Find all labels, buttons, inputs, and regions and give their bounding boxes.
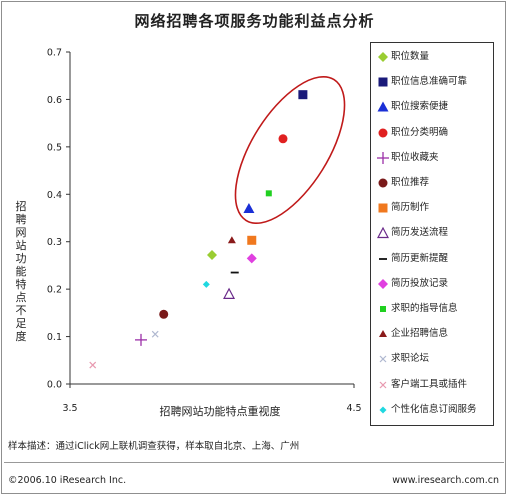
y-tick-label: 0.2 xyxy=(47,285,62,296)
legend-marker-icon xyxy=(379,257,387,260)
legend-marker-shape xyxy=(378,178,388,188)
legend-item: 个性化信息订阅服务 xyxy=(371,400,495,422)
legend-label: 个性化信息订阅服务 xyxy=(391,403,477,415)
legend-marker-icon xyxy=(379,330,387,338)
legend-marker-shape xyxy=(377,151,389,164)
footer-divider xyxy=(4,462,504,463)
legend-marker-icon xyxy=(378,278,388,289)
legend-label: 简历制作 xyxy=(391,202,430,214)
tick-labels: 0.0 0.1 0.2 0.3 0.4 0.5 0.6 0.7 3.5 4.5 xyxy=(47,48,362,415)
legend-item: 简历发送流程 xyxy=(371,223,495,245)
legend-marker-icon xyxy=(378,128,388,138)
legend-marker-icon xyxy=(378,77,388,87)
legend-marker-icon xyxy=(378,52,388,62)
legend-label: 客户端工具或插件 xyxy=(391,378,468,390)
legend-item: 简历更新提醒 xyxy=(371,249,495,271)
legend-item: 职位分类明确 xyxy=(371,123,495,145)
legend-item: 职位信息准确可靠 xyxy=(371,72,495,94)
data-point-5 xyxy=(135,333,147,346)
legend-item: 求职的指导信息 xyxy=(371,299,495,321)
legend-marker-icon xyxy=(378,178,388,188)
legend-label: 简历更新提醒 xyxy=(391,252,449,264)
chart-title: 网络招聘各项服务功能利益点分析 xyxy=(134,12,375,30)
x-tick-label: 3.5 xyxy=(62,403,77,414)
y-tick-label: 0.0 xyxy=(47,380,62,391)
legend-label: 简历发送流程 xyxy=(391,227,449,239)
legend-label: 职位收藏夹 xyxy=(391,151,439,163)
legend-marker-shape xyxy=(378,52,388,62)
data-point-7 xyxy=(247,235,257,245)
sample-note: 样本描述：通过iClick网上联机调查获得，样本取自北京、上海、广州 xyxy=(8,441,300,452)
legend-marker-icon xyxy=(378,203,388,213)
legend-item: 职位数量 xyxy=(371,47,495,69)
legend-marker-shape xyxy=(378,203,388,213)
y-tick-label: 0.7 xyxy=(47,48,62,59)
legend-marker-shape xyxy=(379,406,387,414)
legend-label: 求职的指导信息 xyxy=(391,303,458,314)
legend-label: 简历投放记录 xyxy=(391,277,449,289)
y-axis-label: 招聘网站功能特点不足度 xyxy=(15,200,27,343)
y-tick-label: 0.1 xyxy=(47,332,62,343)
data-point-2 xyxy=(298,90,308,100)
x-tick-label: 4.5 xyxy=(346,403,361,414)
legend-item: 简历制作 xyxy=(371,198,495,220)
legend-marker-shape xyxy=(379,381,387,389)
legend-marker-icon xyxy=(377,101,389,112)
legend-marker-icon xyxy=(379,406,387,414)
legend-marker-shape xyxy=(379,355,387,363)
legend-item: 职位搜索便捷 xyxy=(371,97,495,119)
legend-marker-shape xyxy=(378,77,388,87)
legend-marker-shape xyxy=(377,227,389,239)
legend-label: 求职论坛 xyxy=(391,353,430,365)
data-point-12 xyxy=(227,236,236,244)
legend-label: 职位分类明确 xyxy=(391,126,449,138)
legend-item: 企业招聘信息 xyxy=(371,324,495,346)
legend-marker-shape xyxy=(377,101,389,112)
legend-item: 职位推荐 xyxy=(371,173,495,195)
legend-label: 职位搜索便捷 xyxy=(391,101,449,113)
data-point-6 xyxy=(159,309,169,319)
data-points xyxy=(89,90,308,369)
legend-label: 职位推荐 xyxy=(391,177,430,188)
legend-marker-shape xyxy=(378,278,388,289)
y-tick-label: 0.5 xyxy=(47,142,62,153)
legend-item: 简历投放记录 xyxy=(371,274,495,296)
data-point-14 xyxy=(89,361,97,369)
y-tick-label: 0.3 xyxy=(47,237,62,248)
y-tick-label: 0.4 xyxy=(47,190,62,201)
legend-marker-icon xyxy=(380,306,386,312)
data-point-15 xyxy=(202,280,210,288)
legend-marker-shape xyxy=(380,306,386,312)
legend-marker-icon xyxy=(379,381,387,389)
data-point-4 xyxy=(278,134,288,144)
legend-label: 企业招聘信息 xyxy=(391,328,449,340)
legend-item: 客户端工具或插件 xyxy=(371,375,495,397)
legend-label: 职位信息准确可靠 xyxy=(391,76,468,88)
legend-marker-icon xyxy=(377,151,389,164)
highlight-ellipse xyxy=(234,75,346,225)
data-point-13 xyxy=(151,330,159,338)
y-tick-label: 0.6 xyxy=(47,95,62,106)
legend-label: 职位数量 xyxy=(391,51,430,62)
legend-marker-shape xyxy=(378,128,388,138)
axes xyxy=(69,52,354,385)
data-point-11 xyxy=(265,190,272,197)
legend-item: 求职论坛 xyxy=(371,349,495,371)
website: www.iresearch.com.cn xyxy=(392,475,499,486)
legend-marker-icon xyxy=(377,227,389,239)
data-point-3 xyxy=(243,203,255,214)
legend-marker-shape xyxy=(379,330,387,338)
legend-marker-icon xyxy=(379,355,387,363)
data-point-1 xyxy=(207,249,217,260)
data-point-8 xyxy=(223,287,236,299)
copyright: ©2006.10 iResearch Inc. xyxy=(8,475,127,486)
x-axis-label: 招聘网站功能特点重视度 xyxy=(159,405,281,418)
data-point-10 xyxy=(246,253,257,264)
legend-item: 职位收藏夹 xyxy=(371,148,495,170)
legend: 职位数量职位信息准确可靠 职位搜索便捷 职位分类明确 职位收藏夹职位推荐简历制作简历发… xyxy=(370,42,494,426)
